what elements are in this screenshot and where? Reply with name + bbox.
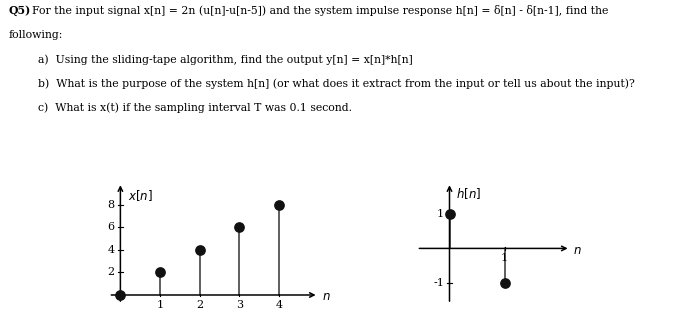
Point — [115, 292, 126, 298]
Text: 3: 3 — [236, 300, 243, 310]
Text: $x[n]$: $x[n]$ — [127, 188, 153, 203]
Point — [194, 247, 205, 252]
Text: 6: 6 — [107, 222, 114, 232]
Text: a)  Using the sliding-tape algorithm, find the output y[n] = x[n]*h[n]: a) Using the sliding-tape algorithm, fin… — [38, 54, 413, 65]
Point — [273, 202, 284, 207]
Text: 4: 4 — [107, 245, 114, 255]
Text: 8: 8 — [107, 200, 114, 210]
Point — [444, 211, 455, 216]
Point — [155, 270, 166, 275]
Text: 2: 2 — [107, 268, 114, 277]
Text: 2: 2 — [196, 300, 203, 310]
Text: 4: 4 — [275, 300, 282, 310]
Text: $h[n]$: $h[n]$ — [456, 186, 481, 201]
Point — [499, 281, 510, 286]
Text: $n$: $n$ — [322, 290, 330, 303]
Text: Q5): Q5) — [8, 5, 31, 16]
Text: c)  What is x(t) if the sampling interval T was 0.1 second.: c) What is x(t) if the sampling interval… — [38, 102, 353, 113]
Text: 1: 1 — [501, 253, 508, 263]
Text: 1: 1 — [156, 300, 164, 310]
Text: 1: 1 — [437, 209, 444, 219]
Text: $n$: $n$ — [573, 244, 582, 257]
Text: following:: following: — [8, 30, 63, 40]
Text: -1: -1 — [433, 278, 444, 288]
Text: b)  What is the purpose of the system h[n] (or what does it extract from the inp: b) What is the purpose of the system h[n… — [38, 78, 636, 89]
Text: For the input signal x[n] = 2n (u[n]-u[n-5]) and the system impulse response h[n: For the input signal x[n] = 2n (u[n]-u[n… — [32, 5, 608, 16]
Point — [234, 225, 245, 230]
